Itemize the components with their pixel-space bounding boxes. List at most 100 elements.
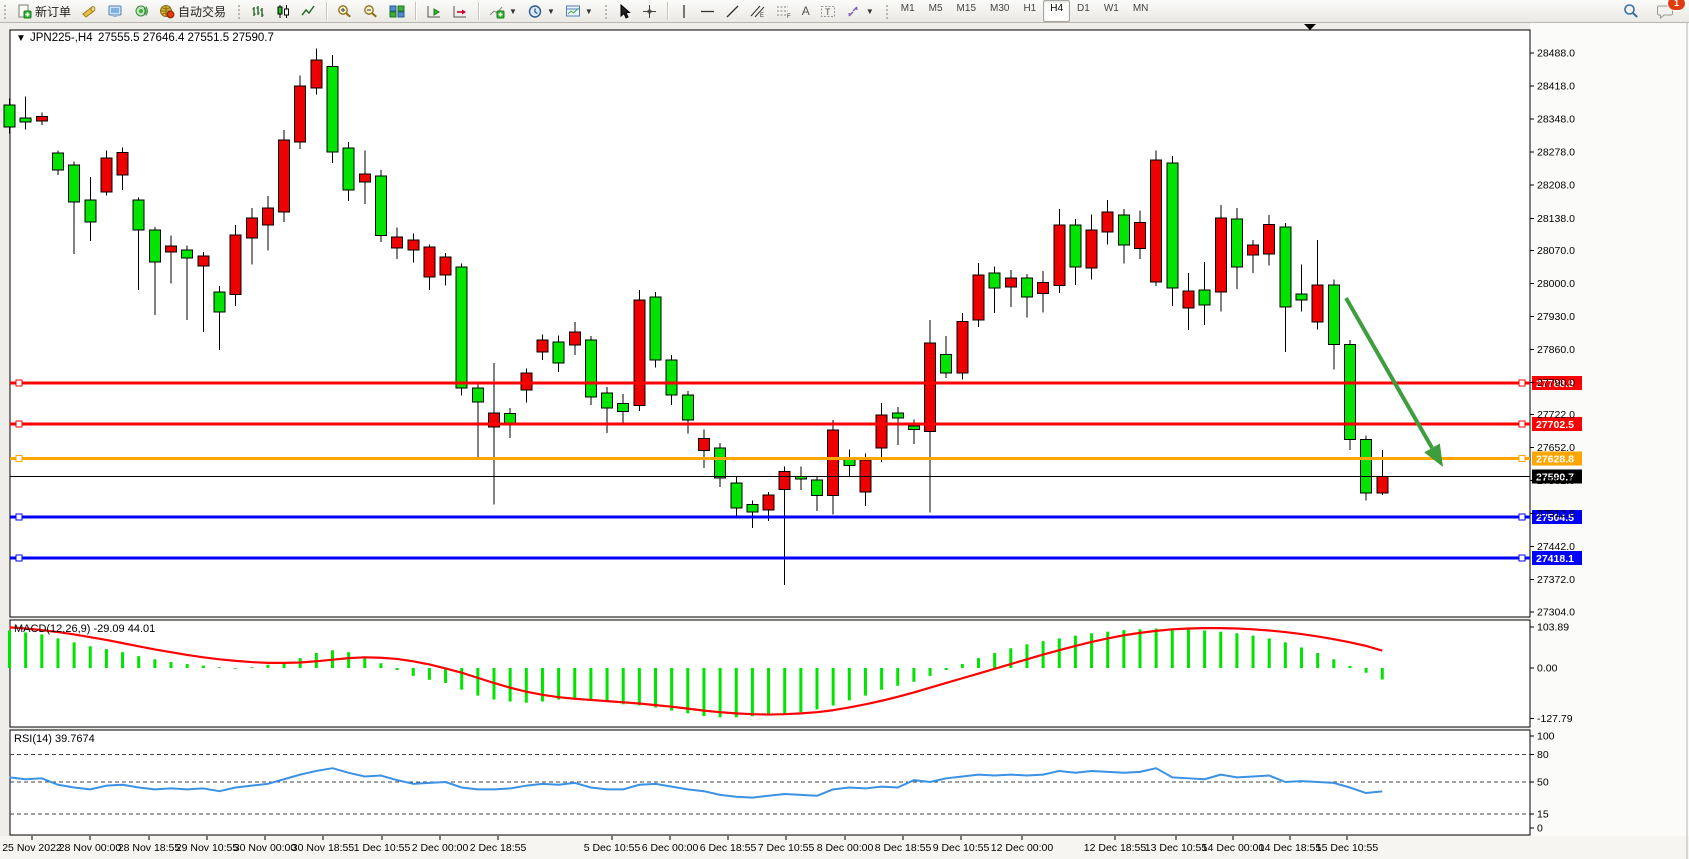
chat-badge: 1 — [1668, 0, 1685, 10]
line-handle[interactable] — [15, 513, 23, 521]
time-tick-label: 12 Dec 00:00 — [991, 842, 1054, 854]
chart-collapse-arrow[interactable]: ▼ — [16, 33, 26, 44]
periods-button[interactable]: ▼ — [522, 0, 560, 22]
timeframe-button-m30[interactable]: M30 — [990, 3, 1010, 14]
new-order-button[interactable]: 新订单 — [12, 0, 76, 22]
price-tick-label: 28208.0 — [1537, 180, 1575, 192]
timeframe-button-m5[interactable]: M5 — [928, 3, 943, 14]
line-handle[interactable] — [1518, 379, 1526, 387]
price-line-label — [1532, 510, 1582, 525]
autotrading-button[interactable]: 自动交易 — [154, 0, 231, 22]
rsi-panel[interactable] — [9, 729, 1531, 836]
candlestick-bull — [1053, 224, 1066, 286]
candlestick-bear — [552, 341, 565, 364]
candlestick-bull — [1037, 281, 1050, 294]
trend-arrow-head[interactable] — [1424, 443, 1443, 467]
search-button[interactable] — [1618, 0, 1644, 22]
timeframe-button-mn[interactable]: MN — [1132, 3, 1149, 14]
line-handle[interactable] — [1518, 513, 1526, 521]
candlestick-bull — [1376, 476, 1389, 494]
candlestick-bear — [584, 339, 597, 398]
chart-shift-marker[interactable] — [1304, 24, 1316, 30]
line-handle[interactable] — [15, 455, 23, 463]
price-tick-label: 27652.0 — [1537, 442, 1575, 454]
line-handle[interactable] — [1518, 554, 1526, 562]
candlestick-bear — [326, 65, 339, 153]
time-tick-label: 8 Dec 18:55 — [875, 842, 932, 854]
rsi-line — [9, 767, 1383, 799]
line-handle[interactable] — [15, 554, 23, 562]
zoom-out-button[interactable] — [358, 0, 384, 22]
svg-text:F: F — [787, 14, 791, 19]
time-tick-label: 6 Dec 18:55 — [700, 842, 757, 854]
price-tick-label: 27304.0 — [1537, 606, 1575, 618]
candlestick-bull — [391, 236, 404, 249]
toolbar-grip[interactable] — [883, 3, 889, 19]
signal-button[interactable] — [128, 0, 154, 22]
tile-windows-button[interactable] — [384, 0, 410, 22]
zoom-in-button[interactable] — [332, 0, 358, 22]
candlestick-chart-button[interactable] — [271, 0, 296, 22]
auto-scroll-button[interactable] — [421, 0, 447, 22]
macd-label: MACD(12,26,9) -29.09 44.01 — [14, 623, 155, 635]
crosshair-button[interactable] — [637, 0, 662, 22]
chat-button[interactable]: 1 — [1652, 0, 1685, 22]
macd-signal-line — [9, 626, 1383, 716]
candlestick-bull — [165, 245, 177, 253]
macd-tick-label: 0.00 — [1537, 662, 1558, 674]
text-tool-button[interactable]: A — [797, 0, 815, 22]
price-tick-label: 27582.0 — [1537, 475, 1575, 487]
toolbar-grip[interactable] — [2, 3, 7, 19]
candlestick-bull — [956, 321, 969, 374]
toolbar-grip[interactable] — [236, 3, 242, 19]
timeframe-button-w1[interactable]: W1 — [1103, 3, 1119, 14]
terminal-button[interactable] — [102, 0, 128, 22]
candlestick-bull — [697, 438, 710, 451]
line-handle[interactable] — [15, 379, 23, 387]
shapes-button[interactable]: ▼ — [841, 0, 879, 22]
trendline-button[interactable] — [720, 0, 745, 22]
candlestick-bear — [1117, 214, 1130, 246]
candlestick-bull — [1101, 211, 1114, 233]
timeframe-button-m15[interactable]: M15 — [956, 3, 976, 14]
vertical-line-button[interactable] — [673, 0, 695, 22]
label-tool-button[interactable]: T — [815, 0, 841, 22]
time-tick-label: 13 Dec 10:55 — [1145, 842, 1208, 854]
indicators-button[interactable]: ▼ — [484, 0, 522, 22]
line-handle[interactable] — [15, 420, 23, 428]
candlestick-bull — [116, 152, 129, 176]
chart-shift-button[interactable] — [447, 0, 473, 22]
templates-button[interactable]: ▼ — [560, 0, 598, 22]
time-tick-label: 12 Dec 18:55 — [1084, 842, 1147, 854]
trend-arrow-shaft[interactable] — [1344, 297, 1434, 449]
horizontal-line-button[interactable] — [695, 0, 720, 22]
equidistant-channel-button[interactable]: E — [745, 0, 771, 22]
time-tick-label: 9 Dec 10:55 — [933, 842, 990, 854]
timeframe-button-h1[interactable]: H1 — [1023, 3, 1037, 14]
candlestick-bull — [35, 115, 48, 122]
candlestick-bull — [100, 157, 113, 193]
timeframe-button-d1[interactable]: D1 — [1077, 3, 1090, 14]
price-axis-area[interactable] — [1530, 22, 1689, 859]
timeframe-button-m1[interactable]: M1 — [900, 3, 915, 14]
candlestick-bear — [811, 479, 823, 496]
cursor-button[interactable] — [613, 0, 637, 22]
line-handle[interactable] — [1518, 455, 1526, 463]
candlestick-bear — [213, 291, 226, 313]
bar-chart-button[interactable] — [246, 0, 271, 22]
fibonacci-button[interactable]: F — [771, 0, 797, 22]
time-tick-label: 30 Nov 00:00 — [234, 842, 297, 854]
terminal-icon — [107, 4, 123, 19]
candlestick-bear — [84, 199, 97, 223]
autotrading-label: 自动交易 — [178, 4, 227, 19]
toolbar-grip[interactable] — [602, 3, 608, 19]
main-price-panel[interactable] — [9, 29, 1531, 618]
news-button[interactable] — [76, 0, 102, 22]
line-handle[interactable] — [1518, 420, 1526, 428]
candlestick-bear — [1343, 344, 1356, 441]
timeframe-button-h4[interactable]: H4 — [1043, 0, 1071, 22]
chevron-down-icon: ▼ — [509, 6, 517, 16]
line-chart-button[interactable] — [296, 0, 321, 22]
price-line-label-text: 27788.9 — [1536, 378, 1574, 390]
